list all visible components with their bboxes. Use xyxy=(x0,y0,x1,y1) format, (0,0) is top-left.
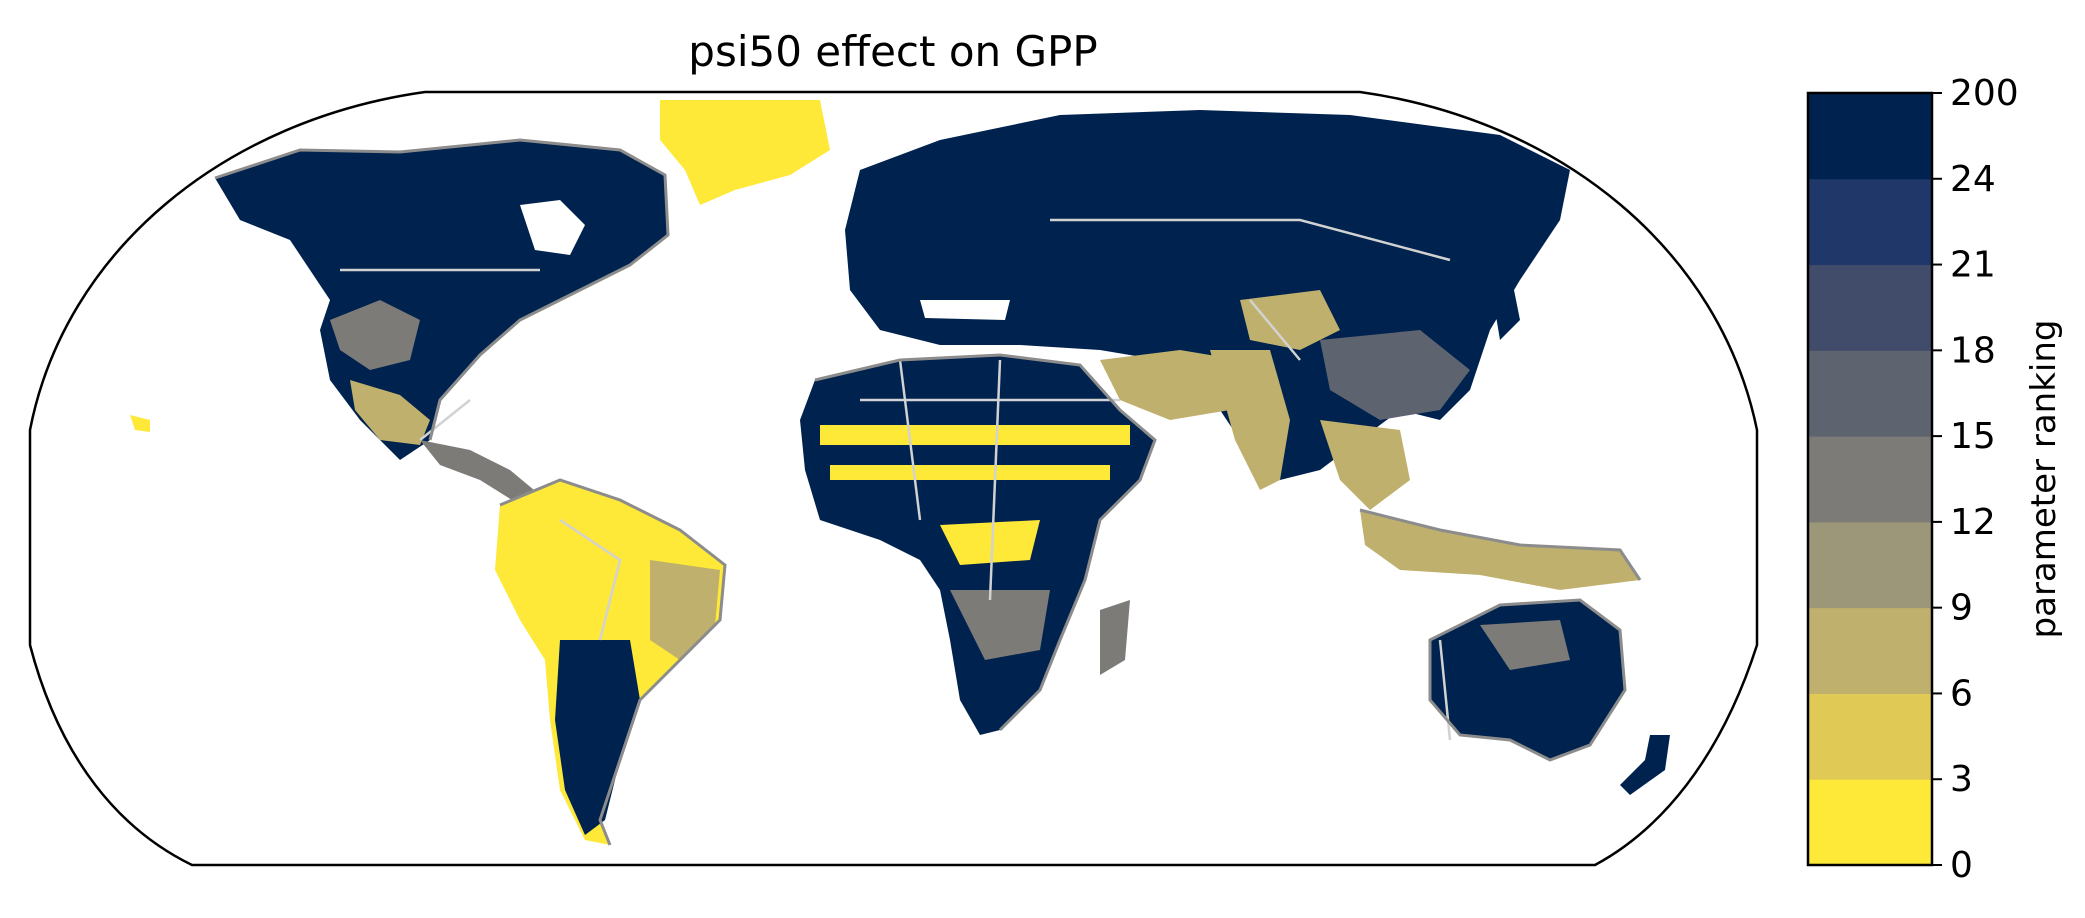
landmass-japan xyxy=(1490,270,1520,340)
colorbar-swatch xyxy=(1808,178,1932,266)
landmass-madagascar xyxy=(1100,600,1130,675)
colorbar-swatches xyxy=(1808,93,1932,866)
colorbar-tick-label: 24 xyxy=(1950,159,1996,200)
colorbar-swatch xyxy=(1808,350,1932,437)
china-yellow xyxy=(1240,290,1340,350)
colorbar-tick-label: 3 xyxy=(1950,759,1973,800)
north-america-yellow-patch xyxy=(350,380,430,445)
colorbar-swatch xyxy=(1808,264,1932,351)
colorbar-ticks: 0 3 6 9 12 15 18 21 24 200 xyxy=(1932,73,2019,886)
landmass-new-zealand xyxy=(1620,735,1670,795)
map-frame xyxy=(28,90,1759,867)
world-map xyxy=(28,90,1759,867)
colorbar-swatch xyxy=(1808,436,1932,523)
colorbar-tick-label: 200 xyxy=(1950,73,2019,114)
coastlines xyxy=(214,138,1642,846)
colorbar-tick-label: 18 xyxy=(1950,330,1996,371)
colorbar-swatch xyxy=(1808,607,1932,694)
landmass-greenland xyxy=(660,100,830,205)
sahara-yellow-band-2 xyxy=(830,465,1110,480)
colorbar-tick-label: 0 xyxy=(1950,845,1973,886)
southern-africa-gray xyxy=(950,590,1050,660)
southeast-asia-yellow xyxy=(1320,420,1410,510)
sahara-yellow-band-1 xyxy=(820,425,1130,445)
south-america-east xyxy=(650,560,720,660)
colorbar-tick-label: 15 xyxy=(1950,416,1996,457)
colorbar-frame xyxy=(1806,91,1934,867)
india-yellow xyxy=(1210,350,1290,490)
europe-gaps xyxy=(920,300,1010,320)
country-borders xyxy=(340,218,1452,741)
south-america-south xyxy=(555,640,640,835)
australia-gray-patch xyxy=(1480,620,1570,670)
landmass-hawaii xyxy=(130,415,150,432)
colorbar-swatch xyxy=(1808,521,1932,609)
land-layer xyxy=(130,100,1670,846)
landmass-indonesia xyxy=(1360,510,1640,590)
north-america-gray-patch xyxy=(330,300,420,370)
colorbar-tick-label: 6 xyxy=(1950,673,1973,714)
china-gray xyxy=(1320,330,1470,420)
colorbar-swatch xyxy=(1808,93,1932,180)
hudson-bay-gap xyxy=(520,200,585,255)
colorbar-swatch xyxy=(1808,779,1932,866)
landmass-central-america xyxy=(420,440,540,505)
landmass-australia xyxy=(1430,600,1625,760)
colorbar-label: parameter ranking xyxy=(2024,320,2064,639)
middle-east-yellow xyxy=(1100,350,1240,420)
colorbar-swatch xyxy=(1808,693,1932,780)
colorbar-tick-label: 21 xyxy=(1950,245,1996,286)
colorbar-tick-label: 9 xyxy=(1950,588,1973,629)
colorbar: 0 3 6 9 12 15 18 21 24 200 parameter ranking xyxy=(1806,73,2064,886)
map-title: psi50 effect on GPP xyxy=(688,27,1097,76)
colorbar-tick-label: 12 xyxy=(1950,502,1996,543)
central-africa-yellow xyxy=(940,520,1040,565)
